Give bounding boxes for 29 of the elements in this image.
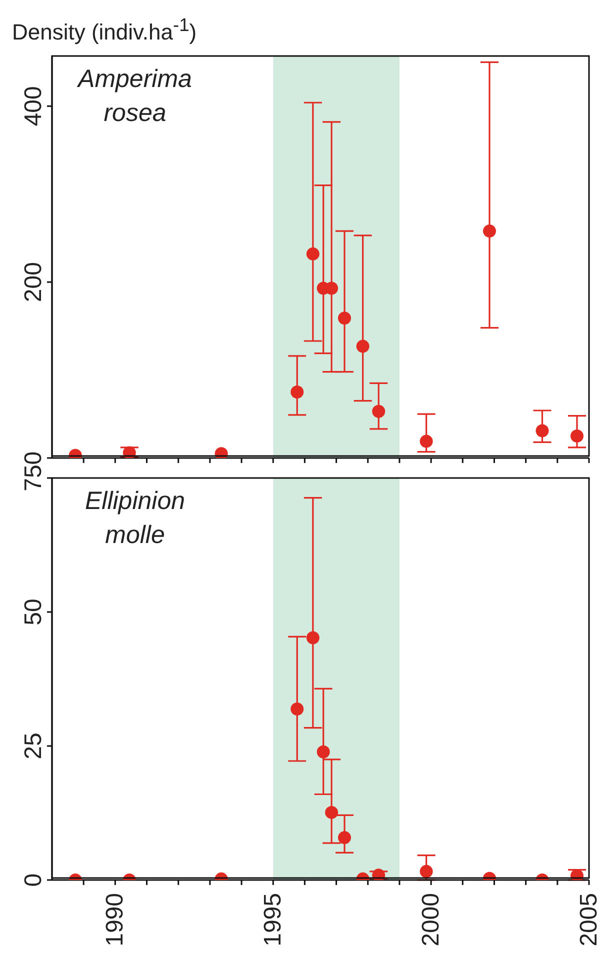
y-tick-label: 0 [20, 873, 47, 887]
point [306, 631, 320, 644]
point [325, 282, 338, 295]
text: Amperima rosea [76, 64, 193, 129]
point [570, 430, 584, 443]
text: Ellipinion molle [84, 486, 186, 551]
point [482, 224, 496, 238]
point [420, 434, 433, 448]
y-tick-label: 75 [20, 464, 47, 492]
y-tick-label: 25 [20, 732, 47, 760]
y-tick-label: 200 [20, 262, 47, 302]
y-tick-label: 0 [20, 451, 47, 465]
point [290, 386, 304, 399]
point [325, 806, 338, 819]
y-tick-label: 50 [20, 598, 47, 626]
point [122, 446, 136, 458]
point [316, 745, 330, 758]
x-tick-label: 1990 [102, 893, 129, 946]
point [372, 404, 386, 418]
x-tick-label: 2005 [576, 893, 602, 946]
y-axis-title: Density (indiv.ha$^{-1}$) [12, 13, 198, 44]
point [306, 247, 320, 260]
y-tick-label: 400 [20, 86, 47, 126]
point [338, 312, 352, 325]
point [536, 424, 549, 438]
x-tick-label: 1995 [260, 893, 287, 946]
point [356, 340, 370, 353]
x-tick-label: 2000 [418, 893, 445, 946]
point [290, 702, 304, 716]
